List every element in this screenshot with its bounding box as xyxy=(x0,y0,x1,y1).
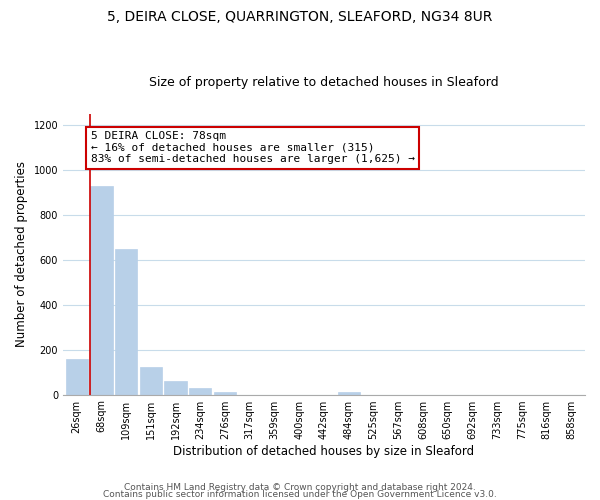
Bar xyxy=(164,381,187,394)
Bar xyxy=(214,392,236,394)
Text: Contains HM Land Registry data © Crown copyright and database right 2024.: Contains HM Land Registry data © Crown c… xyxy=(124,484,476,492)
Y-axis label: Number of detached properties: Number of detached properties xyxy=(15,162,28,348)
Bar xyxy=(338,392,360,394)
Bar xyxy=(115,249,137,394)
Bar xyxy=(189,388,211,394)
Text: Contains public sector information licensed under the Open Government Licence v3: Contains public sector information licen… xyxy=(103,490,497,499)
Bar xyxy=(90,186,113,394)
Title: Size of property relative to detached houses in Sleaford: Size of property relative to detached ho… xyxy=(149,76,499,90)
Text: 5 DEIRA CLOSE: 78sqm
← 16% of detached houses are smaller (315)
83% of semi-deta: 5 DEIRA CLOSE: 78sqm ← 16% of detached h… xyxy=(91,131,415,164)
Bar xyxy=(140,366,162,394)
Text: 5, DEIRA CLOSE, QUARRINGTON, SLEAFORD, NG34 8UR: 5, DEIRA CLOSE, QUARRINGTON, SLEAFORD, N… xyxy=(107,10,493,24)
X-axis label: Distribution of detached houses by size in Sleaford: Distribution of detached houses by size … xyxy=(173,444,475,458)
Bar xyxy=(65,358,88,394)
